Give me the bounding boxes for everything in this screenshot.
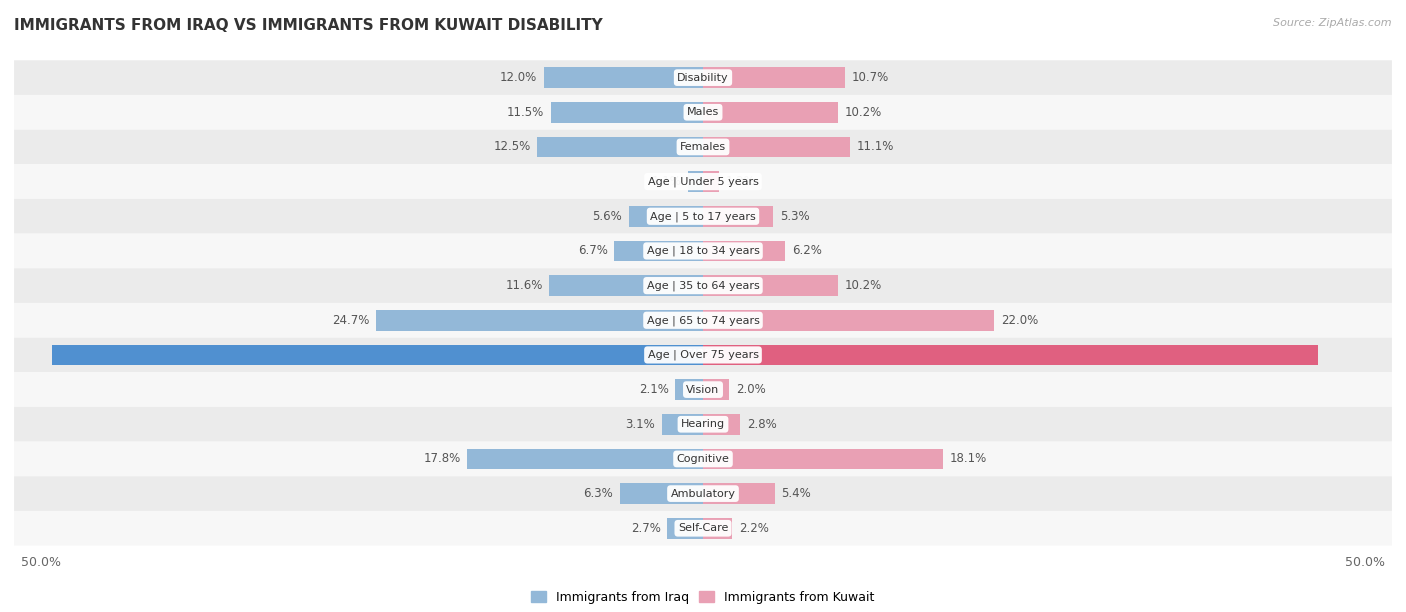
FancyBboxPatch shape — [14, 130, 1392, 164]
Bar — [614, 241, 703, 261]
Bar — [550, 275, 703, 296]
Bar — [703, 345, 1317, 365]
Text: Age | 65 to 74 years: Age | 65 to 74 years — [647, 315, 759, 326]
Text: 5.3%: 5.3% — [780, 210, 810, 223]
Bar — [703, 414, 740, 435]
Text: Vision: Vision — [686, 384, 720, 395]
Bar — [537, 136, 703, 157]
FancyBboxPatch shape — [14, 164, 1392, 199]
Bar — [703, 379, 730, 400]
Text: 5.6%: 5.6% — [592, 210, 623, 223]
Text: Age | Over 75 years: Age | Over 75 years — [648, 349, 758, 360]
Text: Age | 18 to 34 years: Age | 18 to 34 years — [647, 245, 759, 256]
Text: 24.7%: 24.7% — [332, 314, 370, 327]
Text: 11.6%: 11.6% — [505, 279, 543, 292]
Text: 1.2%: 1.2% — [725, 175, 755, 188]
Text: 18.1%: 18.1% — [949, 452, 987, 466]
Bar — [662, 414, 703, 435]
Text: 2.2%: 2.2% — [738, 522, 769, 535]
Bar — [703, 206, 773, 226]
Bar — [703, 449, 943, 469]
Text: 3.1%: 3.1% — [626, 418, 655, 431]
Text: Age | 5 to 17 years: Age | 5 to 17 years — [650, 211, 756, 222]
Text: 6.7%: 6.7% — [578, 244, 607, 258]
Text: Source: ZipAtlas.com: Source: ZipAtlas.com — [1274, 18, 1392, 28]
Text: 6.3%: 6.3% — [583, 487, 613, 500]
Text: Disability: Disability — [678, 73, 728, 83]
Text: 5.4%: 5.4% — [782, 487, 811, 500]
Text: 11.1%: 11.1% — [856, 140, 894, 154]
Text: 22.0%: 22.0% — [1001, 314, 1039, 327]
Bar — [703, 518, 733, 539]
Text: 12.0%: 12.0% — [501, 71, 537, 84]
Text: 10.2%: 10.2% — [845, 279, 882, 292]
Bar — [689, 171, 703, 192]
Text: 11.5%: 11.5% — [506, 106, 544, 119]
Bar — [375, 310, 703, 330]
Bar — [703, 275, 838, 296]
Bar — [620, 483, 703, 504]
Bar — [544, 67, 703, 88]
FancyBboxPatch shape — [14, 442, 1392, 476]
Text: 2.0%: 2.0% — [737, 383, 766, 396]
Text: 10.7%: 10.7% — [852, 71, 889, 84]
Bar — [703, 102, 838, 122]
Bar — [703, 241, 785, 261]
Text: 10.2%: 10.2% — [845, 106, 882, 119]
Text: 46.4%: 46.4% — [679, 348, 716, 362]
Text: Age | 35 to 64 years: Age | 35 to 64 years — [647, 280, 759, 291]
Bar — [703, 136, 851, 157]
FancyBboxPatch shape — [14, 511, 1392, 546]
Text: Females: Females — [681, 142, 725, 152]
FancyBboxPatch shape — [14, 476, 1392, 511]
FancyBboxPatch shape — [14, 407, 1392, 442]
FancyBboxPatch shape — [14, 60, 1392, 95]
Bar — [52, 345, 703, 365]
Text: 2.7%: 2.7% — [631, 522, 661, 535]
Text: 2.8%: 2.8% — [747, 418, 776, 431]
Text: Cognitive: Cognitive — [676, 454, 730, 464]
Text: 12.5%: 12.5% — [494, 140, 531, 154]
Bar — [551, 102, 703, 122]
Bar — [675, 379, 703, 400]
Text: 49.1%: 49.1% — [690, 348, 727, 362]
Text: 17.8%: 17.8% — [423, 452, 461, 466]
Text: 2.1%: 2.1% — [638, 383, 669, 396]
Text: Hearing: Hearing — [681, 419, 725, 429]
FancyBboxPatch shape — [14, 303, 1392, 338]
Legend: Immigrants from Iraq, Immigrants from Kuwait: Immigrants from Iraq, Immigrants from Ku… — [526, 586, 880, 609]
FancyBboxPatch shape — [14, 95, 1392, 130]
FancyBboxPatch shape — [14, 234, 1392, 268]
Text: Ambulatory: Ambulatory — [671, 488, 735, 499]
Bar — [703, 483, 775, 504]
FancyBboxPatch shape — [14, 268, 1392, 303]
Bar — [703, 171, 718, 192]
Text: Males: Males — [688, 107, 718, 118]
Text: Self-Care: Self-Care — [678, 523, 728, 533]
Text: IMMIGRANTS FROM IRAQ VS IMMIGRANTS FROM KUWAIT DISABILITY: IMMIGRANTS FROM IRAQ VS IMMIGRANTS FROM … — [14, 18, 603, 34]
Text: 6.2%: 6.2% — [792, 244, 821, 258]
Bar — [668, 518, 703, 539]
FancyBboxPatch shape — [14, 199, 1392, 234]
FancyBboxPatch shape — [14, 372, 1392, 407]
Text: Age | Under 5 years: Age | Under 5 years — [648, 176, 758, 187]
Bar — [703, 67, 845, 88]
Text: 1.1%: 1.1% — [652, 175, 682, 188]
FancyBboxPatch shape — [14, 338, 1392, 372]
Bar — [703, 310, 994, 330]
Bar — [628, 206, 703, 226]
Bar — [467, 449, 703, 469]
